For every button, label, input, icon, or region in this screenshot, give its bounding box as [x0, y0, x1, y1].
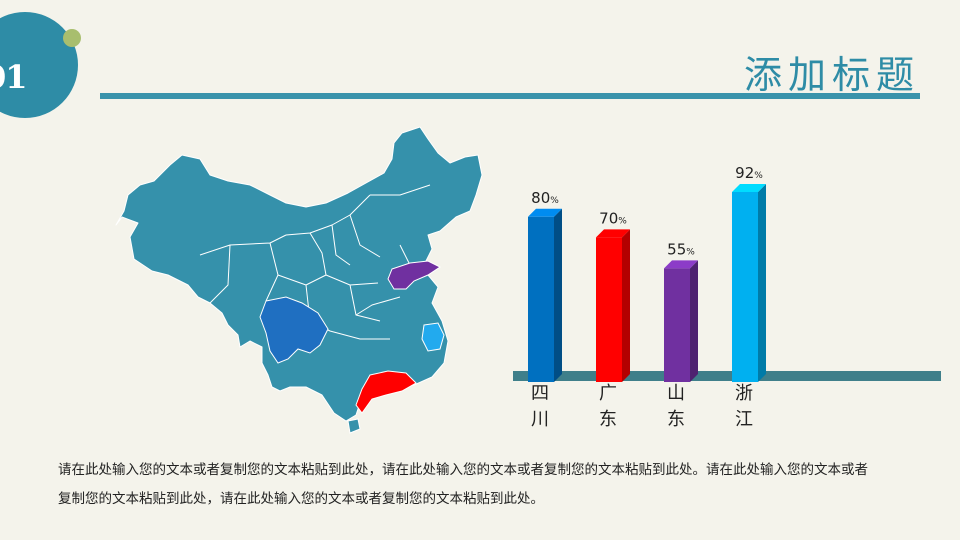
- bar-top: [528, 208, 562, 217]
- zhejiang-region: [421, 322, 445, 352]
- category-label: 川: [531, 409, 549, 430]
- bar-side: [554, 208, 562, 382]
- bar-4: [732, 184, 766, 382]
- title-rule: [100, 93, 920, 99]
- slide-number-badge: 01: [0, 12, 78, 118]
- bar-side: [622, 229, 630, 382]
- bar-value-label: 92%: [735, 164, 763, 182]
- bar-front: [596, 237, 622, 382]
- category-label: 四: [531, 383, 549, 404]
- bar-3: [664, 260, 698, 382]
- china-map: [115, 126, 483, 434]
- bar-value-label: 55%: [667, 240, 695, 258]
- slide-number: 01: [0, 58, 28, 96]
- map-base: [115, 126, 483, 422]
- bar-2: [596, 229, 630, 382]
- bar-front: [732, 192, 758, 382]
- bar-top: [596, 229, 630, 238]
- shandong-region: [387, 260, 441, 290]
- category-label: 江: [735, 409, 753, 430]
- china-outline: [115, 126, 483, 422]
- bar-value-label: 70%: [599, 209, 627, 227]
- bar-side: [758, 184, 766, 382]
- sichuan-region: [259, 296, 329, 364]
- category-label: 浙: [735, 383, 753, 404]
- bar-1: [528, 208, 562, 382]
- guangdong-region: [355, 370, 417, 414]
- bar-front: [528, 216, 554, 382]
- accent-dot: [63, 29, 81, 47]
- category-label: 山: [667, 383, 685, 404]
- body-text: 请在此处输入您的文本或者复制您的文本粘贴到此处，请在此处输入您的文本或者复制您的…: [58, 462, 868, 507]
- category-label: 广: [599, 383, 617, 404]
- bar-front: [664, 268, 690, 382]
- bar-side: [690, 260, 698, 382]
- hainan-island: [347, 418, 361, 434]
- bar-top: [664, 260, 698, 269]
- slide-title: 添加标题: [743, 53, 920, 97]
- bar-top: [732, 184, 766, 192]
- border-lines: [199, 184, 431, 340]
- chart-baseline: [513, 371, 941, 381]
- category-label: 东: [667, 409, 685, 430]
- bar-value-label: 80%: [531, 189, 559, 207]
- category-label: 东: [599, 409, 617, 430]
